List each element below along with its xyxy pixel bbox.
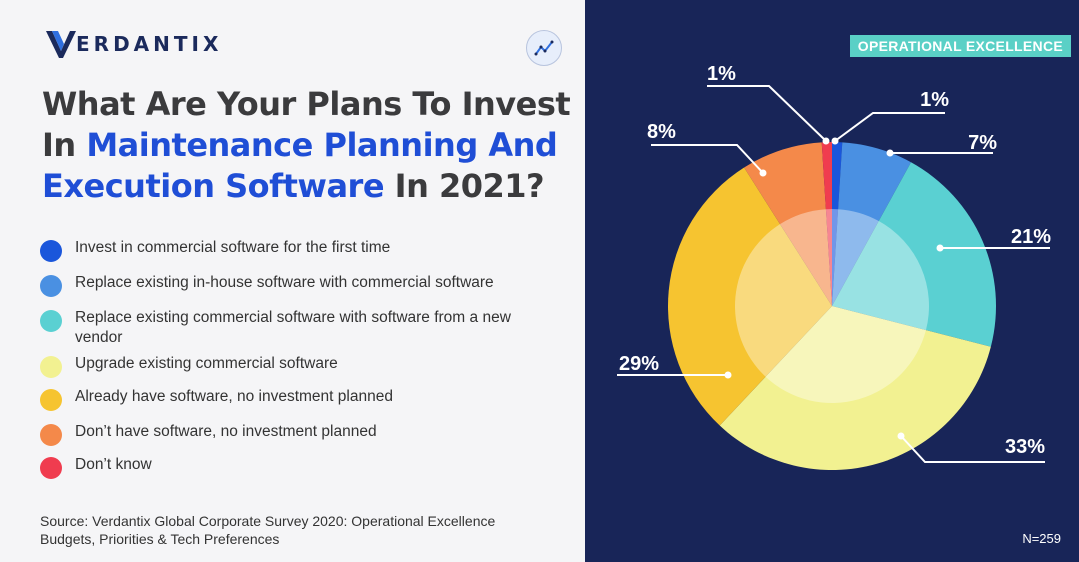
data-label: 1% [707, 63, 736, 85]
pie-slice-inner-highlight [735, 224, 832, 377]
source-note: Source: Verdantix Global Corporate Surve… [40, 513, 496, 547]
pie-slice [832, 142, 912, 306]
data-label: 33% [1005, 436, 1045, 458]
leader-dot [886, 149, 894, 157]
legend-label: Replace existing commercial software wit… [75, 309, 511, 346]
pie-slice [832, 162, 996, 347]
data-label: 1% [920, 89, 949, 111]
left-panel: ERDANTIX What Are Your Plans To Invest I… [40, 27, 572, 547]
pie-slice-inner-highlight [825, 209, 832, 306]
legend-label: Don’t know [75, 456, 152, 473]
data-label: 7% [968, 132, 997, 154]
page-title: What Are Your Plans To Invest In Mainten… [42, 84, 572, 207]
pie-slice [719, 306, 991, 470]
legend-item: Replace existing commercial software wit… [40, 308, 555, 348]
data-label: 29% [619, 353, 659, 375]
data-label: 8% [647, 121, 676, 143]
leader-dot [897, 432, 905, 440]
pie-slice-inner-highlight [832, 220, 929, 331]
leader-line [651, 144, 764, 174]
pie-slice [821, 142, 832, 306]
legend-dot [40, 310, 62, 332]
pie-slice-inner-highlight [765, 306, 926, 403]
pie-slice-inner-highlight [832, 209, 879, 306]
legend-item: Don’t have software, no investment plann… [40, 422, 555, 446]
title-line-1: What Are Your Plans To Invest [42, 85, 571, 123]
title-highlight-2: Execution Software [42, 167, 385, 205]
leader-dot [759, 169, 767, 177]
verdantix-v-mark-icon [46, 31, 76, 58]
legend-dot [40, 424, 62, 446]
pie-slice [832, 142, 843, 306]
pie-slice-inner-highlight [832, 209, 839, 306]
legend-label: Already have software, no investment pla… [75, 388, 393, 405]
verdantix-logo[interactable]: ERDANTIX [44, 27, 222, 61]
legend-dot [40, 457, 62, 479]
legend-label: Invest in commercial software for the fi… [75, 239, 391, 256]
leader-dot [936, 244, 944, 252]
leader-line [900, 435, 1045, 463]
legend-label: Upgrade existing commercial software [75, 355, 338, 372]
legend-dot [40, 275, 62, 297]
title-line-2: In Maintenance Planning And [42, 126, 558, 164]
legend-item: Replace existing in-house software with … [40, 273, 555, 297]
pie-slice [744, 142, 832, 306]
legend-item: Invest in commercial software for the fi… [40, 238, 555, 262]
chart-panel: OPERATIONAL EXCELLENCE 1% 7% 21% 33% 29% 8% 1%… [585, 0, 1079, 562]
legend-dot [40, 356, 62, 378]
leader-dot [831, 137, 839, 145]
pie-slice [668, 167, 832, 426]
leader-line [707, 85, 827, 142]
data-label: 21% [1011, 226, 1051, 248]
sample-size: N=259 [1022, 531, 1061, 546]
legend-item: Already have software, no investment pla… [40, 387, 555, 411]
leader-dot [724, 371, 732, 379]
legend-item: Upgrade existing commercial software [40, 354, 555, 378]
legend-item: Don’t know [40, 455, 555, 479]
leader-line [834, 112, 945, 142]
legend-label: Replace existing in-house software with … [75, 274, 494, 291]
title-line-3: Execution Software In 2021? [42, 167, 545, 205]
legend-dot [40, 389, 62, 411]
brand-name: ERDANTIX [76, 32, 223, 56]
leader-dot [822, 137, 830, 145]
trend-badge-icon [526, 30, 562, 66]
pie-slice-inner-highlight [780, 209, 832, 306]
category-tag: OPERATIONAL EXCELLENCE [849, 35, 1071, 57]
title-highlight-1: Maintenance Planning And [86, 126, 558, 164]
legend-dot [40, 240, 62, 262]
legend-label: Don’t have software, no investment plann… [75, 423, 377, 440]
pie-chart: 1% 7% 21% 33% 29% 8% 1% [617, 63, 1051, 470]
